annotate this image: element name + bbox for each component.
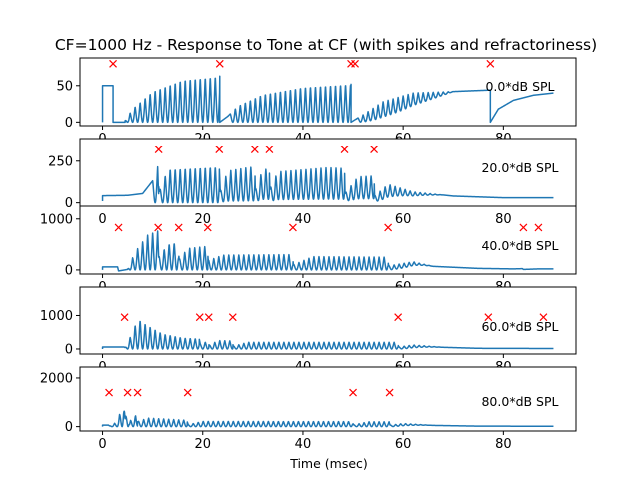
panel-3-spike-marker bbox=[204, 313, 213, 322]
panel-2-response-line bbox=[101, 230, 554, 272]
panel-2-y-tick-label: 0 bbox=[65, 263, 73, 278]
panel-3-response-line bbox=[101, 320, 554, 350]
panel-2-spike-marker bbox=[289, 223, 297, 232]
panel-2-spike-marker bbox=[384, 223, 393, 232]
panel-3-y-tick-label: 0 bbox=[65, 342, 73, 357]
panel-2-spike-marker bbox=[534, 223, 543, 232]
panel-1-spike-marker bbox=[340, 145, 349, 153]
panel-4-response-line bbox=[101, 410, 554, 428]
panel-4-x-tick-label: 40 bbox=[295, 437, 312, 452]
panel-4-plot: 0 2000 0 20 40 60 80 bbox=[40, 371, 554, 452]
panel-2-spike-marker bbox=[174, 223, 183, 232]
panel-1-tick-mask bbox=[78, 206, 578, 213]
panel-2-spike-marker bbox=[154, 223, 163, 232]
panel-3-spike-marker bbox=[228, 313, 237, 322]
panel-1-spike-marker bbox=[215, 145, 224, 153]
panel-4-x-tick-label: 60 bbox=[395, 437, 412, 452]
panel-3-spike-marker bbox=[484, 313, 493, 322]
panel-3-spike-marker bbox=[539, 313, 548, 322]
panel-2-spike-marker bbox=[114, 223, 123, 232]
panel-3-spike-marker bbox=[394, 313, 403, 322]
panel-1-x-tick-label: 0 bbox=[98, 212, 106, 227]
panel-4: 0 2000 0 20 40 60 80 80.0*dB SPL bbox=[40, 366, 577, 452]
panel-3-spike-marker bbox=[195, 313, 204, 322]
panel-1-y-tick-label: 250 bbox=[48, 154, 73, 169]
panel-0-y-tick-label: 50 bbox=[56, 79, 73, 94]
panel-0-response-line bbox=[101, 75, 554, 124]
panel-4-spike-marker bbox=[385, 388, 394, 397]
panel-3-level-label: 60.0*dB SPL bbox=[481, 319, 558, 334]
panel-3-spike-marker bbox=[120, 313, 129, 322]
chart-title: CF=1000 Hz - Response to Tone at CF (wit… bbox=[55, 36, 597, 54]
panel-1-spike-marker bbox=[370, 145, 379, 153]
panel-4-spike-marker bbox=[349, 388, 357, 397]
panel-2-y-tick-label: 1000 bbox=[40, 212, 73, 227]
panel-1-x-tick-label: 80 bbox=[495, 212, 512, 227]
panel-4-spike-marker bbox=[133, 388, 142, 397]
panel-1-plot: 0 250 0 20 40 60 80 bbox=[48, 145, 554, 227]
panel-1-spike-marker bbox=[154, 145, 163, 153]
panel-0-frame bbox=[79, 57, 577, 127]
panel-1-level-label: 20.0*dB SPL bbox=[481, 160, 558, 175]
panel-0-level-label: 0.0*dB SPL bbox=[485, 79, 554, 94]
x-axis-label: Time (msec) bbox=[289, 456, 368, 471]
panel-4-y-tick-label: 0 bbox=[65, 420, 73, 435]
panel-1-response-line bbox=[101, 165, 554, 204]
panel-4-x-tick-label: 0 bbox=[98, 437, 106, 452]
panel-0-y-tick-label: 0 bbox=[65, 116, 73, 131]
panel-4-spike-marker bbox=[105, 388, 113, 397]
panel-4-level-label: 80.0*dB SPL bbox=[481, 394, 558, 409]
panel-1-spike-marker bbox=[265, 145, 274, 153]
panel-1-spike-marker bbox=[250, 145, 259, 153]
panel-0-tick-mask bbox=[78, 139, 578, 146]
panel-3-y-tick-label: 1000 bbox=[40, 309, 73, 324]
panel-4-y-tick-label: 2000 bbox=[40, 371, 73, 386]
panel-1: 0 250 0 20 40 60 80 20.0*dB SPL bbox=[48, 138, 577, 227]
panel-0-spike-marker bbox=[215, 59, 224, 68]
panel-0-spike-marker bbox=[109, 59, 117, 68]
panel-2-level-label: 40.0*dB SPL bbox=[481, 238, 558, 253]
panel-1-x-tick-label: 60 bbox=[395, 212, 412, 227]
panel-0-spike-marker bbox=[486, 59, 495, 68]
panel-0-spike-marker bbox=[351, 59, 359, 68]
panel-1-x-tick-label: 20 bbox=[194, 212, 211, 227]
panel-4-x-tick-label: 20 bbox=[194, 437, 211, 452]
panel-3-tick-mask bbox=[78, 367, 578, 374]
panel-1-x-tick-label: 40 bbox=[295, 212, 312, 227]
panel-1-y-tick-label: 0 bbox=[65, 196, 73, 211]
panel-2-spike-marker bbox=[203, 223, 212, 232]
panel-4-spike-marker bbox=[123, 388, 132, 397]
panel-4-x-tick-label: 80 bbox=[495, 437, 512, 452]
panel-2-tick-mask bbox=[78, 287, 578, 294]
panel-2-spike-marker bbox=[519, 223, 528, 232]
panel-4-spike-marker bbox=[183, 388, 192, 397]
